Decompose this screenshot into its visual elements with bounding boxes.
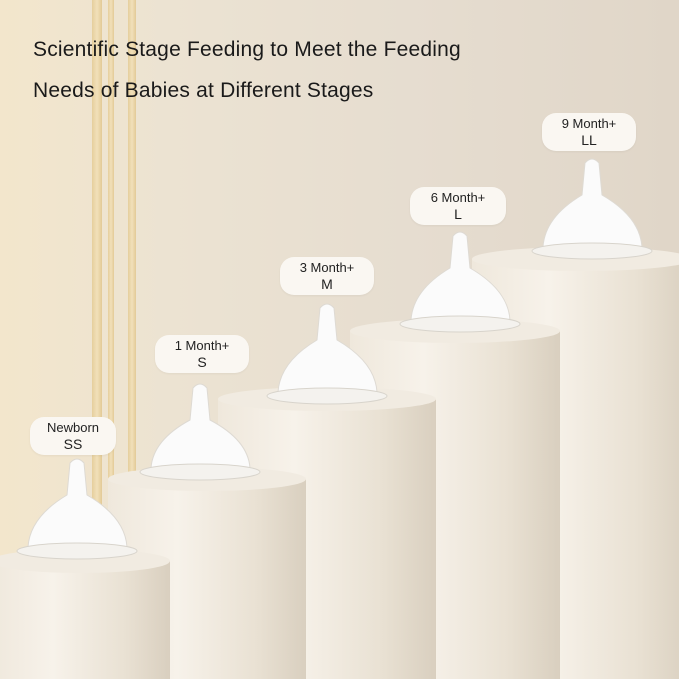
stage-size: L <box>454 206 462 222</box>
stage-age: Newborn <box>46 420 100 435</box>
stage-label-m: 3 Month+ M <box>280 257 374 295</box>
stage-size: SS <box>63 436 83 452</box>
teat-ss <box>16 458 138 560</box>
stage-label-ss: Newborn SS <box>30 417 116 455</box>
stage-size: S <box>197 354 207 370</box>
headline-line-2: Needs of Babies at Different Stages <box>33 79 374 102</box>
background-stripe <box>128 0 136 679</box>
stage-age: 3 Month+ <box>299 260 355 275</box>
stage-label-s: 1 Month+ S <box>155 335 249 373</box>
background-stripe <box>92 0 102 679</box>
stage-label-ll: 9 Month+ LL <box>542 113 636 151</box>
stage-size: LL <box>581 132 597 148</box>
stage-age: 1 Month+ <box>174 338 230 353</box>
stage-age: 9 Month+ <box>561 116 617 131</box>
stage-label-l: 6 Month+ L <box>410 187 506 225</box>
teat-l <box>399 231 521 333</box>
background-stripe <box>108 0 114 679</box>
pedestal-1 <box>0 549 170 679</box>
teat-ll <box>531 158 653 260</box>
stage-age: 6 Month+ <box>430 190 486 205</box>
headline-line-1: Scientific Stage Feeding to Meet the Fee… <box>33 38 461 61</box>
teat-m <box>266 303 388 405</box>
stage-size: M <box>321 276 333 292</box>
teat-s <box>139 383 261 481</box>
